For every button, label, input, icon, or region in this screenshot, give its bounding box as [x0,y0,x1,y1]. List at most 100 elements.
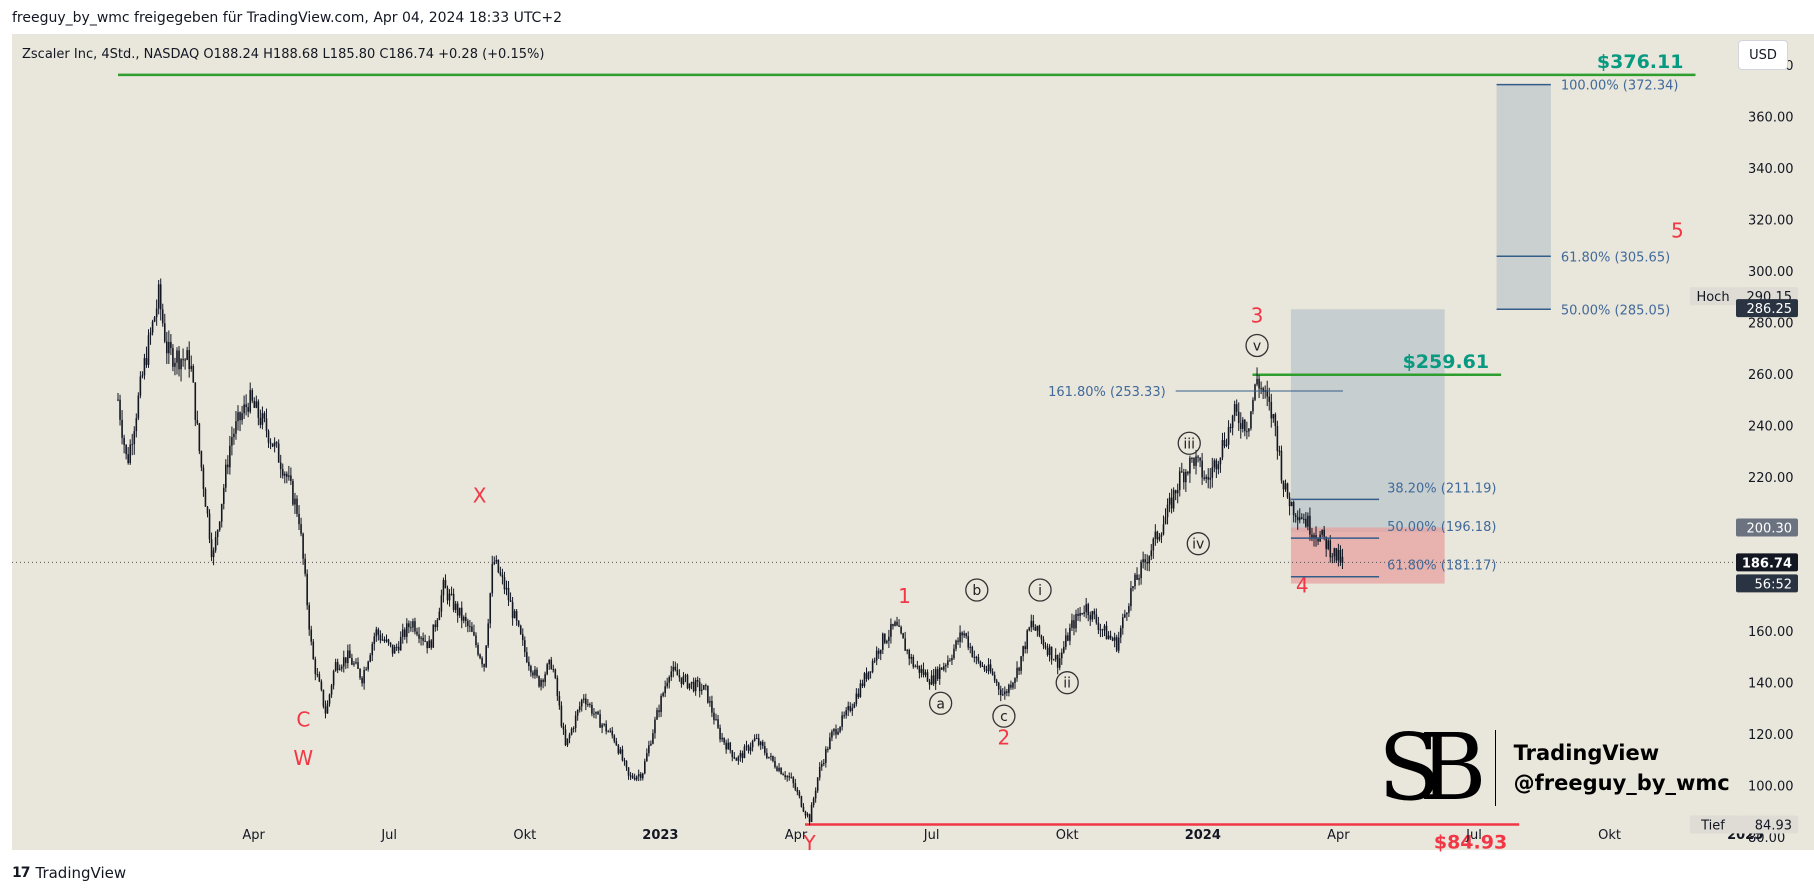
candle-body [231,437,233,446]
candle-body [1119,628,1122,638]
candle-body [334,662,337,672]
candle-body [416,631,418,635]
candle-body [550,659,553,670]
tradingview-footer-logo[interactable]: 17 TradingView [12,864,126,882]
candle-body [296,498,298,514]
candle-body [227,464,229,468]
candle-body [784,775,786,778]
candle-body [660,695,662,713]
candle-body [835,729,837,735]
candle-body [172,348,174,367]
candle-body [288,475,290,477]
candle-body [442,580,445,596]
candle-body [1219,457,1222,465]
candle-body [971,646,974,657]
candle-body [552,669,555,671]
candle-body [1239,423,1242,429]
candle-body [399,636,402,651]
candle-body [928,681,931,685]
candle-body [241,413,243,421]
candle-body [715,719,717,721]
candle-body [430,640,433,648]
candle-body [454,603,457,610]
candle-body [269,442,272,444]
candle-body [259,417,262,425]
y-tick-label: 320.00 [1748,213,1794,228]
candle-body [910,656,913,659]
candle-body [149,332,152,336]
candle-body [1101,629,1104,631]
candle-body [436,619,439,628]
candle-body [143,358,146,376]
candle-body [1187,471,1189,474]
candle-body [587,704,589,706]
candle-body [804,811,807,816]
candle-body [1060,652,1063,659]
candle-body [1205,476,1207,479]
subwave-circle [1245,333,1269,358]
candle-body [1221,440,1224,458]
watermark: SB TradingView @freeguy_by_wmc [1378,722,1730,814]
candle-body [635,776,638,780]
candle-body [894,621,896,626]
candle-body [1056,654,1059,668]
subwave-circle [965,578,989,602]
candle-body [521,634,524,641]
x-tick-label: Okt [1598,828,1621,843]
level-label: $376.11 [1597,51,1684,73]
price-tag [1736,574,1798,593]
candle-body [265,418,268,432]
candle-body [1254,384,1256,400]
candle-body [737,756,740,761]
candle-body [981,665,984,667]
candle-body [170,341,172,349]
candle-body [924,672,927,676]
price-tag [1736,815,1798,834]
x-tick-label: Jul [923,828,940,843]
candle-body [131,444,134,446]
candle-body [745,745,748,747]
candle-body [926,672,929,682]
candle-body [271,443,274,447]
candle-body [841,715,843,727]
y-tick-label: 100.00 [1748,780,1794,795]
candle-body [680,677,683,684]
candle-body [973,656,976,658]
fib-label: 100.00% (372.34) [1561,79,1679,94]
candle-body [119,399,121,420]
fib-label: 38.20% (211.19) [1387,481,1496,496]
candle-body [121,419,123,438]
candle-body [1276,426,1279,451]
candle-body [1280,450,1283,481]
y-tick-label: 280.00 [1748,316,1794,331]
candle-body [1199,457,1201,461]
candle-body [764,746,766,753]
subwave-label: iv [1192,537,1204,553]
candle-body [216,529,219,538]
candle-body [1298,517,1301,521]
candle-body [497,559,500,573]
candle-body [951,658,953,661]
candle-body [460,607,463,621]
candle-body [875,650,878,661]
candle-body [798,792,801,797]
price-tag-text: 200.30 [1747,521,1793,536]
currency-button[interactable]: USD [1738,40,1788,70]
candle-body [1113,637,1116,641]
candle-body [609,730,612,732]
publisher-line: freeguy_by_wmc freigegeben für TradingVi… [12,10,562,26]
candle-body [853,703,856,708]
candle-body [406,623,408,637]
candle-body [253,400,256,408]
candle-body [125,444,127,455]
candle-body [800,796,803,807]
candle-body [914,666,917,668]
candle-body [723,737,725,743]
subwave-circle [1055,671,1079,695]
candle-body [796,789,799,793]
candle-body [611,730,614,736]
y-tick-label: 260.00 [1748,368,1794,383]
candle-body [564,729,567,746]
candle-body [597,711,599,715]
